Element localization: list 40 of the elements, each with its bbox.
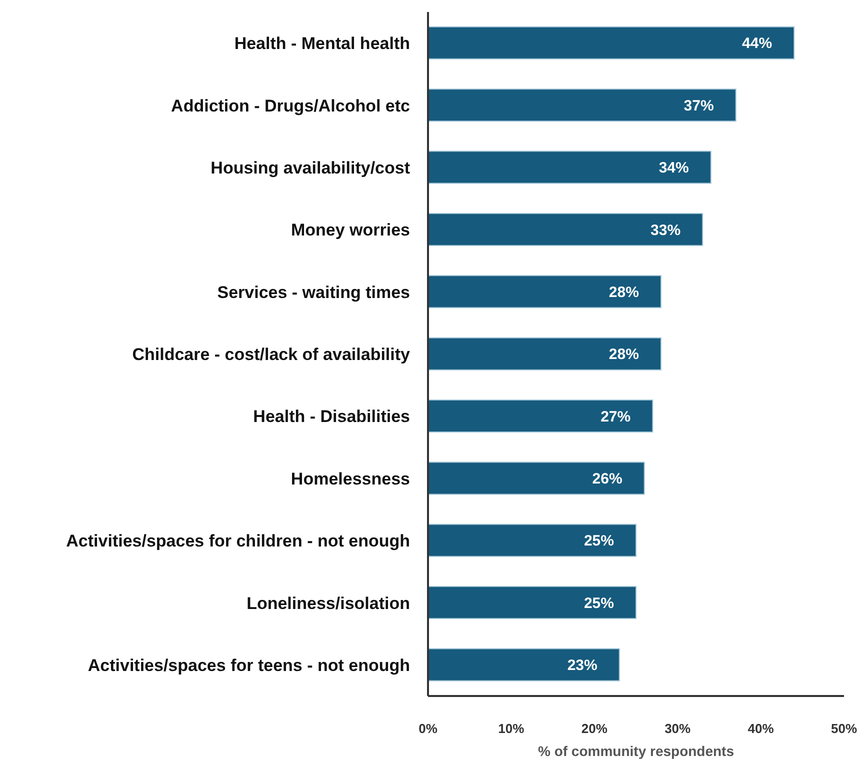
y-tick-label: Health - Disabilities (253, 407, 410, 426)
bar (428, 524, 636, 557)
y-tick-label: Health - Mental health (234, 34, 410, 54)
y-tick-label: Money worries (290, 220, 410, 240)
y-tick-label: Childcare - cost/lack of availability (132, 345, 411, 364)
x-tick-label: 20% (581, 721, 608, 736)
x-tick-label: 10% (498, 721, 525, 736)
data-label: 44% (742, 35, 772, 52)
bar (428, 26, 795, 60)
y-tick-label: Services - waiting times (217, 282, 410, 302)
x-axis-title: % of community respondents (538, 743, 734, 759)
bar (428, 150, 712, 184)
data-label: 34% (658, 160, 689, 177)
bar (428, 400, 654, 433)
bar (428, 337, 662, 370)
data-label: 28% (608, 346, 639, 364)
data-label: 33% (650, 222, 681, 239)
bar (428, 462, 645, 495)
y-tick-label: Homelessness (290, 469, 410, 488)
x-tick-label: 40% (748, 721, 774, 736)
y-tick-label: Activities/spaces for children - not enough (66, 532, 410, 551)
data-label: 26% (592, 470, 622, 488)
x-tick-label: 0% (418, 721, 438, 736)
y-tick-label: Activities/spaces for teens - not enough (88, 656, 410, 675)
x-tick-label: 30% (664, 721, 692, 736)
bar (428, 586, 636, 620)
data-label: 28% (608, 284, 639, 301)
data-label: 25% (584, 594, 614, 612)
bar (428, 648, 620, 682)
bar (428, 212, 704, 246)
bar (428, 88, 736, 122)
bar (428, 275, 662, 308)
y-tick-label: Housing availability/cost (210, 158, 410, 178)
data-label: 37% (684, 97, 714, 114)
x-tick-label: 50% (830, 721, 858, 736)
data-label: 27% (600, 408, 631, 426)
data-label: 25% (584, 532, 614, 550)
y-tick-label: Loneliness/isolation (246, 594, 410, 613)
data-label: 23% (567, 657, 598, 674)
y-tick-label: Addiction - Drugs/Alcohol etc (171, 96, 410, 116)
